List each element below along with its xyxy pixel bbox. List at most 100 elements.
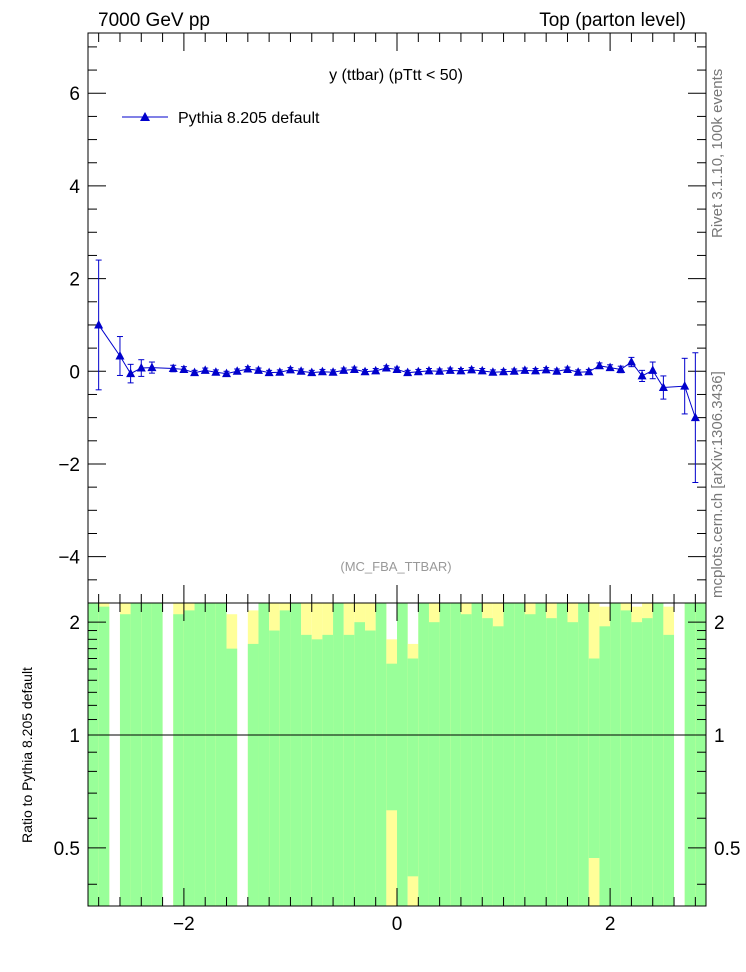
ratio-band-green-46 — [610, 603, 621, 906]
ratio-band-green-19 — [322, 634, 334, 906]
legend-marker-icon — [140, 112, 150, 121]
energy-label: 7000 GeV pp — [98, 10, 210, 31]
ratio-band-green-41 — [556, 603, 568, 906]
process-label: Top (parton level) — [539, 10, 686, 31]
legend-entry: Pythia 8.205 default — [178, 110, 320, 127]
data-point-40 — [541, 364, 551, 374]
ratio-band-green-13 — [258, 603, 270, 906]
ratio-band-green-0 — [88, 603, 99, 906]
data-point-0 — [94, 319, 104, 329]
data-point-42 — [562, 364, 572, 373]
data-point-30 — [435, 366, 445, 375]
ratio-band-green-8 — [194, 603, 206, 906]
data-point-27 — [403, 367, 413, 377]
ratio-band-green-43 — [578, 603, 589, 906]
ratio-band-green-48 — [631, 622, 643, 906]
data-point-8 — [200, 365, 210, 374]
data-point-47 — [616, 364, 626, 373]
main-y-tick-label: 2 — [69, 270, 80, 291]
ratio-band-green-34 — [482, 618, 493, 906]
data-point-21 — [339, 365, 349, 374]
data-point-16 — [285, 364, 295, 374]
data-point-45 — [594, 360, 604, 370]
ratio-band-green-27 — [407, 658, 419, 877]
ratio-band-green-38 — [524, 614, 536, 906]
ratio-band-green-25 — [386, 663, 397, 811]
data-point-4 — [147, 362, 157, 372]
ratio-band-green-53 — [695, 603, 706, 906]
data-point-2 — [126, 368, 136, 378]
ratio-band-green-52 — [684, 603, 696, 906]
data-point-37 — [509, 366, 519, 375]
data-point-12 — [243, 363, 253, 373]
ratio-band-green-18 — [311, 639, 323, 906]
data-point-31 — [445, 365, 455, 374]
data-point-36 — [499, 366, 509, 376]
data-point-23 — [360, 366, 370, 376]
ratio-band-green-6 — [173, 614, 184, 906]
ratio-band-green-14 — [269, 630, 280, 906]
ratio-band-green-51 — [663, 634, 675, 906]
ratio-band-green-22 — [354, 622, 366, 906]
data-point-50 — [648, 365, 658, 374]
ratio-band-green-16 — [290, 603, 302, 906]
ratio-band-green-29 — [428, 622, 440, 906]
data-point-48 — [626, 357, 636, 366]
data-point-5 — [168, 363, 178, 373]
data-point-24 — [371, 365, 381, 375]
ratio-band-green-17 — [301, 634, 312, 906]
main-y-tick-label: −2 — [58, 455, 80, 476]
data-point-34 — [477, 365, 487, 375]
ratio-band-green-42 — [567, 622, 579, 906]
ratio-y-tick-label-right: 0.5 — [714, 839, 740, 860]
data-point-1 — [115, 351, 125, 360]
data-point-19 — [317, 366, 327, 376]
ratio-band-green-30 — [439, 603, 451, 906]
ratio-band-green-9 — [205, 603, 216, 906]
data-point-9 — [211, 367, 221, 376]
ratio-band-green-31 — [450, 603, 461, 906]
ratio-axis-ticks — [88, 603, 706, 906]
ratio-band-green-50 — [652, 603, 664, 906]
ratio-band-green-40 — [546, 618, 557, 906]
data-point-18 — [307, 367, 317, 377]
ratio-band-green-20 — [333, 603, 344, 906]
ratio-y-axis-label: Ratio to Pythia 8.205 default — [19, 667, 35, 843]
data-point-39 — [531, 365, 541, 375]
data-point-7 — [190, 367, 200, 377]
ratio-band-green-11 — [226, 648, 238, 906]
ratio-y-tick-label-left: 1 — [69, 726, 80, 747]
ratio-band-green-44 — [588, 658, 600, 858]
ratio-y-tick-label-left: 2 — [69, 613, 80, 634]
ratio-band-green-45 — [599, 626, 611, 906]
ratio-band-green-32 — [460, 614, 472, 906]
data-point-25 — [381, 363, 391, 372]
ratio-band-green-10 — [215, 603, 227, 906]
main-axis-ticks — [88, 33, 706, 604]
ratio-y-tick-labels: 0.5 0.5 1 1 2 2 — [54, 613, 741, 860]
ratio-y-tick-label-left: 0.5 — [54, 839, 80, 860]
data-point-41 — [552, 366, 562, 375]
ratio-band-green-1 — [98, 606, 110, 906]
data-point-28 — [413, 366, 423, 376]
ratio-band-green-23 — [365, 630, 376, 906]
x-tick-label: 2 — [605, 914, 616, 935]
ratio-band-green-26 — [397, 603, 408, 906]
x-tick-label: 0 — [392, 914, 403, 935]
data-point-51 — [658, 382, 668, 392]
ratio-band-green-12 — [247, 643, 259, 906]
ratio-band-green-49 — [642, 618, 653, 906]
ratio-band-green-35 — [492, 626, 504, 906]
data-point-52 — [680, 381, 690, 390]
x-tick-labels: −2 0 2 — [173, 914, 615, 935]
main-y-tick-labels: −4 −2 0 2 4 6 — [58, 84, 80, 568]
data-point-26 — [392, 364, 402, 373]
ratio-y-tick-label-right: 1 — [714, 726, 725, 747]
data-point-33 — [467, 364, 477, 374]
main-y-tick-label: 0 — [69, 362, 80, 383]
data-point-14 — [264, 367, 274, 377]
ratio-band-green-36 — [503, 603, 515, 906]
data-point-46 — [605, 362, 615, 372]
series-markers — [94, 319, 700, 422]
